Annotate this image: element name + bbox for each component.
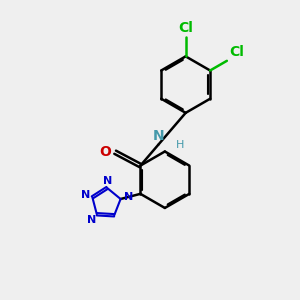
Text: O: O xyxy=(100,145,112,159)
Text: Cl: Cl xyxy=(229,45,244,59)
Text: N: N xyxy=(124,192,133,202)
Text: Cl: Cl xyxy=(178,21,193,35)
Text: N: N xyxy=(103,176,112,185)
Text: H: H xyxy=(176,140,184,150)
Text: N: N xyxy=(88,215,97,225)
Text: N: N xyxy=(152,129,164,143)
Text: N: N xyxy=(81,190,90,200)
